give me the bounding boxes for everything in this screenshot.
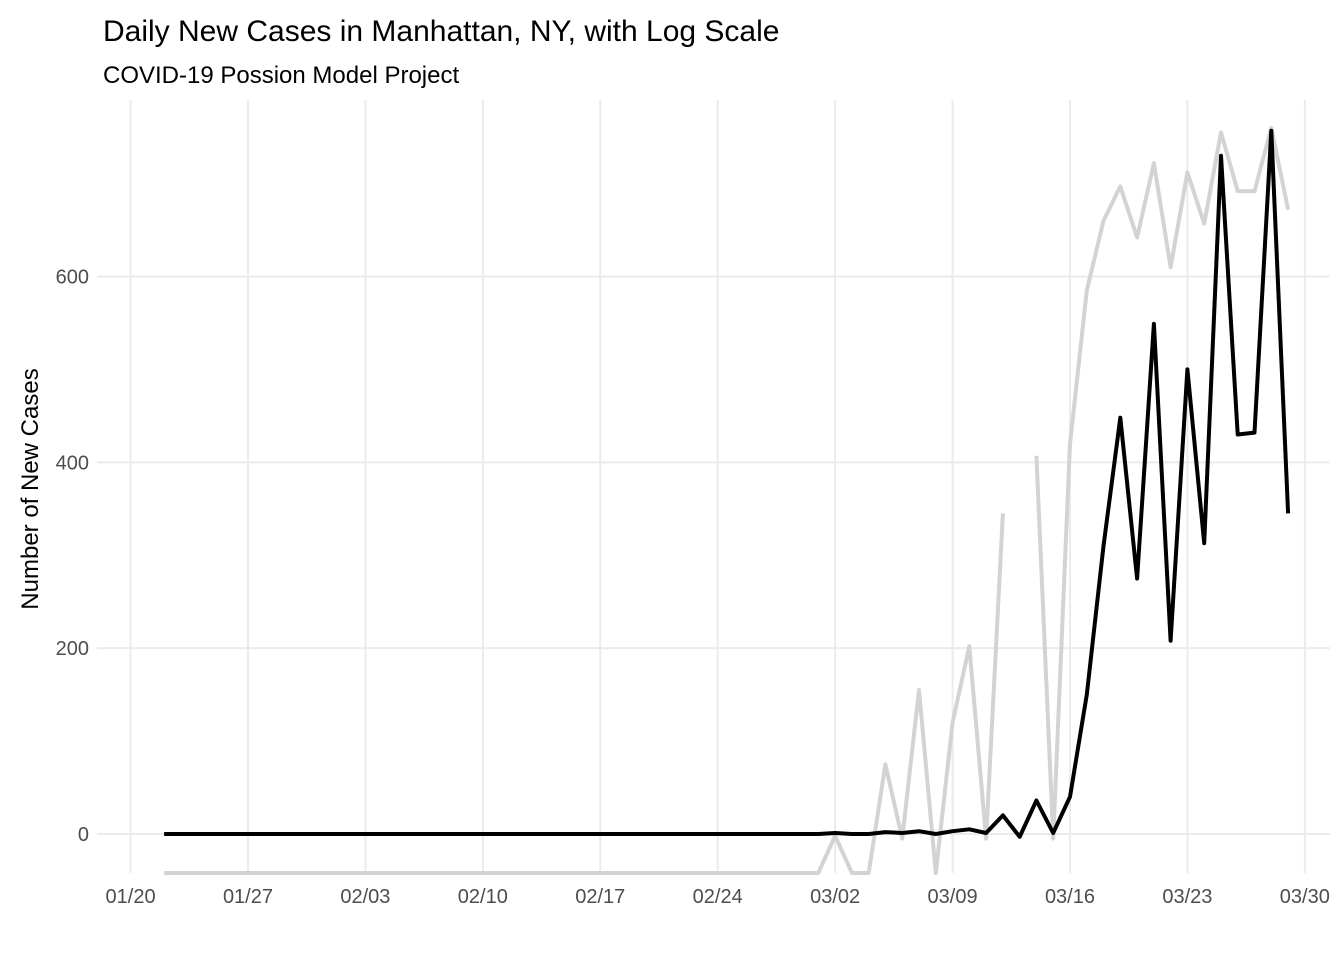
y-tick-label: 200	[56, 638, 89, 660]
x-tick-label: 02/10	[458, 886, 508, 908]
chart-title: Daily New Cases in Manhattan, NY, with L…	[103, 15, 779, 48]
y-tick-label: 400	[56, 452, 89, 474]
y-tick-label: 0	[78, 824, 89, 846]
x-tick-label: 03/23	[1162, 886, 1212, 908]
x-tick-label: 03/30	[1280, 886, 1330, 908]
y-axis-ticks: 0 200 400 600	[56, 267, 89, 846]
x-tick-label: 01/27	[223, 886, 273, 908]
x-tick-label: 03/09	[928, 886, 978, 908]
x-tick-label: 02/24	[693, 886, 743, 908]
x-tick-label: 03/02	[810, 886, 860, 908]
series-lines	[164, 125, 1291, 875]
x-tick-label: 03/16	[1045, 886, 1095, 908]
x-tick-label: 02/03	[340, 886, 390, 908]
y-tick-label: 600	[56, 267, 89, 289]
series-line-1	[164, 128, 1291, 839]
x-axis-ticks: 01/20 01/27 02/03 02/10 02/17 02/24 03/02 03/09…	[106, 886, 1330, 908]
x-tick-label: 01/20	[106, 886, 156, 908]
series-line-0	[164, 125, 1291, 875]
chart-subtitle: COVID-19 Possion Model Project	[103, 62, 459, 89]
y-axis-label: Number of New Cases	[17, 368, 44, 609]
x-tick-label: 02/17	[575, 886, 625, 908]
